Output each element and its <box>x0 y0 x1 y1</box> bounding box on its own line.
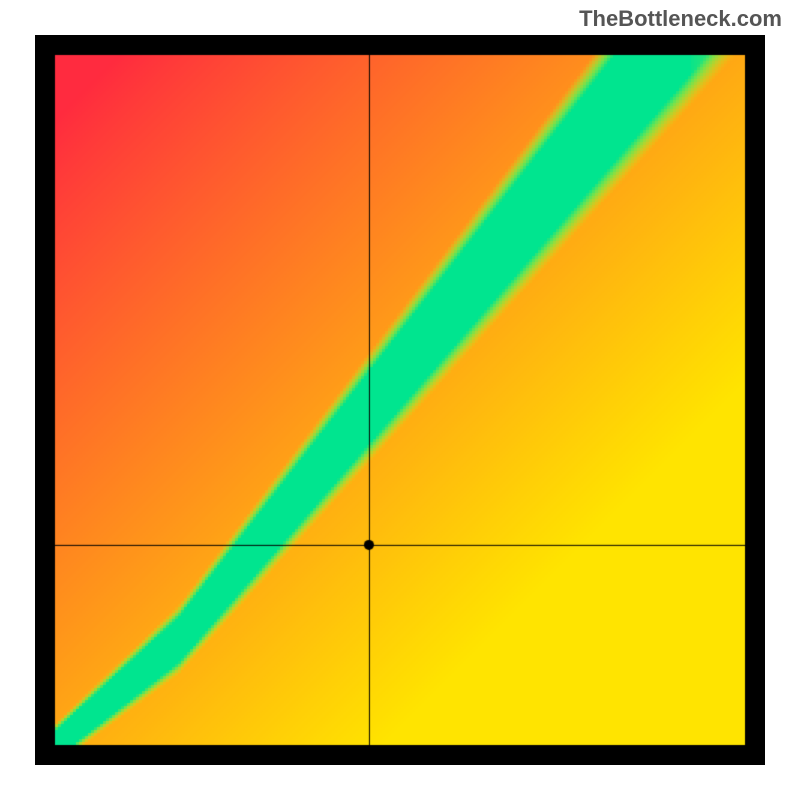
watermark-text: TheBottleneck.com <box>579 6 782 32</box>
plot-container <box>35 35 765 765</box>
bottleneck-heatmap <box>35 35 765 765</box>
